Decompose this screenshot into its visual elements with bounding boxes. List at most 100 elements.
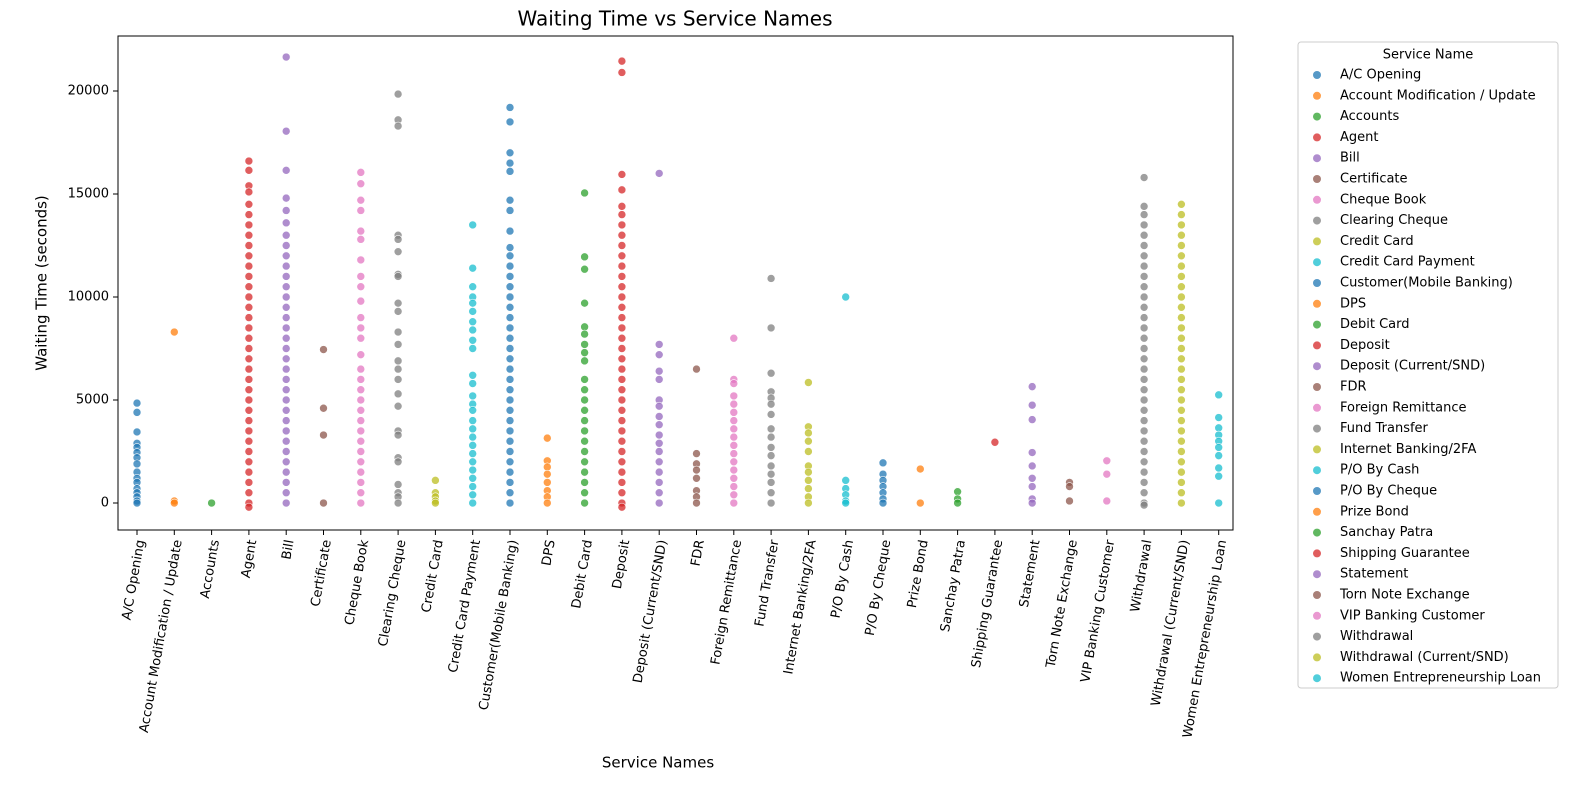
point — [617, 261, 627, 271]
point — [393, 298, 403, 308]
legend-label: Prize Bond — [1340, 504, 1409, 519]
point — [580, 356, 589, 366]
point — [729, 490, 739, 500]
point — [1177, 375, 1186, 384]
point — [244, 261, 254, 271]
point — [617, 375, 627, 384]
point — [580, 426, 589, 436]
point — [766, 469, 776, 479]
point — [1177, 333, 1186, 343]
point — [393, 121, 403, 131]
point — [281, 52, 291, 62]
point — [1177, 323, 1186, 333]
point — [617, 272, 627, 281]
point — [617, 406, 627, 415]
point — [1177, 261, 1186, 271]
point — [1027, 473, 1037, 483]
point — [617, 220, 627, 230]
point — [766, 399, 776, 409]
x-tick-label: Foreign Remittance — [708, 539, 745, 666]
point — [1139, 364, 1149, 374]
point — [580, 478, 589, 487]
legend-marker — [1313, 653, 1321, 662]
point — [393, 327, 403, 337]
point — [244, 354, 254, 364]
point — [1139, 467, 1149, 477]
point — [654, 375, 664, 384]
point — [505, 158, 515, 168]
legend-label: Torn Note Exchange — [1339, 588, 1470, 603]
point — [580, 298, 589, 308]
point — [617, 56, 627, 66]
point — [804, 447, 813, 456]
point — [654, 457, 664, 467]
point — [729, 457, 739, 467]
point — [1177, 313, 1186, 322]
legend-label: Sanchay Patra — [1340, 525, 1433, 540]
point — [617, 426, 627, 436]
point — [654, 478, 664, 487]
point — [1139, 173, 1149, 182]
point — [654, 498, 664, 508]
legend-marker — [1313, 299, 1321, 308]
legend-label: Women Entrepreneurship Loan — [1340, 671, 1541, 686]
point — [393, 307, 403, 316]
point — [505, 436, 515, 446]
point — [617, 488, 627, 498]
legend-label: DPS — [1340, 296, 1366, 311]
point — [244, 416, 254, 425]
point — [804, 436, 813, 446]
point — [617, 354, 627, 364]
point — [617, 395, 627, 405]
point — [281, 166, 291, 175]
point — [1214, 471, 1223, 481]
point — [393, 430, 403, 440]
legend-marker — [1313, 195, 1321, 204]
point — [580, 436, 589, 446]
point — [244, 426, 254, 436]
point — [617, 210, 627, 219]
point — [356, 226, 366, 236]
point — [281, 385, 291, 395]
point — [1027, 448, 1037, 457]
point — [617, 416, 627, 425]
point — [766, 410, 776, 419]
point — [356, 478, 366, 487]
point — [841, 476, 851, 485]
point — [132, 427, 142, 437]
point — [244, 210, 254, 219]
point — [1139, 292, 1149, 302]
point — [841, 292, 851, 302]
point — [468, 482, 478, 491]
point — [617, 303, 627, 312]
legend-marker — [1313, 507, 1321, 516]
legend-marker — [1313, 611, 1321, 620]
point — [505, 385, 515, 395]
point — [393, 480, 403, 489]
x-tick-label: Fund Transfer — [752, 538, 782, 628]
point — [244, 395, 254, 405]
point — [281, 457, 291, 467]
point — [505, 395, 515, 405]
point — [319, 430, 328, 440]
point — [1177, 426, 1186, 436]
point — [617, 385, 627, 395]
point — [468, 498, 478, 508]
point — [468, 370, 478, 380]
x-tick-label: Statement — [1017, 539, 1044, 609]
point — [356, 447, 366, 456]
point — [1139, 447, 1149, 456]
x-tick-label: Debit Card — [569, 539, 596, 610]
point — [1177, 416, 1186, 425]
point — [1177, 385, 1186, 395]
point — [505, 457, 515, 467]
point — [766, 461, 776, 471]
point — [580, 447, 589, 456]
point — [1177, 303, 1186, 312]
point — [244, 447, 254, 456]
point — [654, 169, 664, 178]
point — [1139, 375, 1149, 384]
legend-label: Withdrawal — [1340, 629, 1413, 644]
point — [766, 274, 776, 283]
point — [505, 148, 515, 158]
